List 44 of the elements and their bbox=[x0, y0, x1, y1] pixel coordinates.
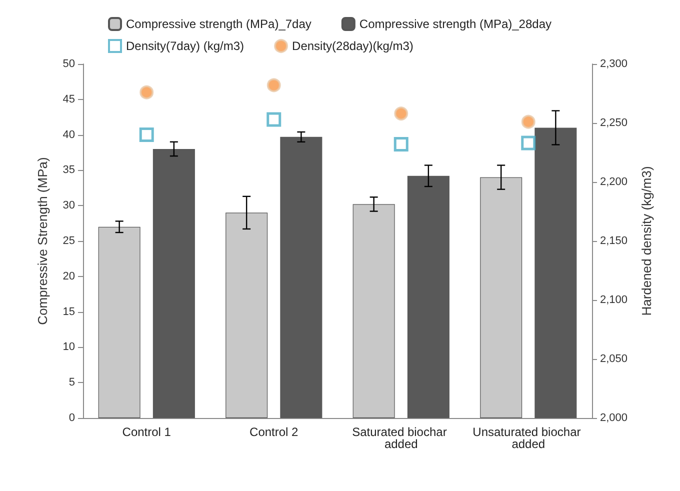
y-tick-label: 30 bbox=[62, 200, 75, 212]
legend-label: Density(28day)(kg/m3) bbox=[292, 39, 414, 53]
x-tick-label: Control 1 bbox=[122, 425, 172, 439]
point bbox=[394, 136, 408, 152]
point bbox=[394, 106, 408, 121]
y-tick-label: 25 bbox=[62, 235, 75, 247]
point bbox=[140, 85, 154, 100]
point bbox=[521, 114, 536, 129]
y-axis-title: Compressive Strength (MPa) bbox=[35, 157, 50, 325]
y2-tick-label: 2,050 bbox=[600, 353, 628, 365]
legend-label: Density(7day) (kg/m3) bbox=[126, 39, 244, 53]
x-tick-label: Saturated biochar added bbox=[352, 425, 450, 451]
y2-tick-label: 2,300 bbox=[600, 58, 628, 70]
x-tick-label: Unsaturated biochar added bbox=[472, 425, 584, 451]
y-tick-label: 50 bbox=[62, 58, 75, 70]
y2-tick-label: 2,100 bbox=[600, 294, 628, 306]
y-tick-label: 20 bbox=[62, 270, 75, 282]
bar bbox=[98, 226, 140, 418]
y2-tick-label: 2,250 bbox=[600, 117, 628, 129]
point bbox=[266, 112, 282, 127]
x-tick-label: Control 2 bbox=[250, 425, 299, 439]
y-tick-label: 45 bbox=[62, 93, 75, 106]
y-tick-label: 0 bbox=[68, 412, 75, 424]
bar bbox=[152, 148, 195, 418]
point bbox=[521, 136, 536, 150]
y-tick-label: 5 bbox=[68, 376, 75, 389]
point bbox=[266, 78, 281, 92]
bar bbox=[407, 176, 450, 418]
y-tick-label: 35 bbox=[62, 164, 75, 176]
bar bbox=[226, 212, 268, 418]
y-tick-label: 40 bbox=[62, 128, 75, 141]
y-tick-label: 15 bbox=[62, 306, 75, 318]
y-tick-label: 10 bbox=[62, 341, 75, 354]
bar bbox=[280, 136, 322, 418]
bar bbox=[352, 204, 395, 418]
y2-tick-label: 2,150 bbox=[600, 235, 628, 247]
bar bbox=[534, 128, 577, 418]
bar bbox=[480, 177, 522, 418]
point bbox=[139, 128, 154, 142]
y2-tick-label: 2,200 bbox=[600, 176, 628, 188]
y2-tick-label: 2,000 bbox=[600, 412, 628, 424]
y2-axis-title: Hardened density (kg/m3) bbox=[639, 166, 654, 316]
legend-label: Compressive strength (MPa)_28day bbox=[359, 17, 552, 31]
legend-label: Compressive strength (MPa)_7day bbox=[126, 17, 312, 31]
